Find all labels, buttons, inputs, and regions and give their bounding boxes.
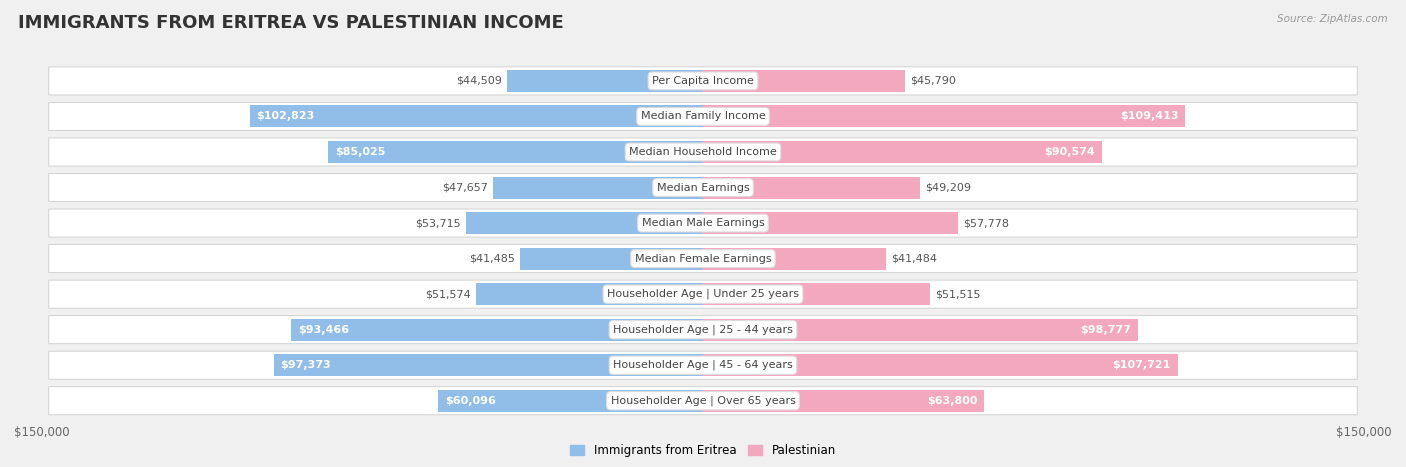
Text: $97,373: $97,373 (281, 360, 332, 370)
Text: Median Family Income: Median Family Income (641, 112, 765, 121)
FancyBboxPatch shape (49, 280, 1357, 308)
FancyBboxPatch shape (49, 174, 1357, 202)
Text: Median Household Income: Median Household Income (628, 147, 778, 157)
Text: $41,485: $41,485 (470, 254, 515, 263)
FancyBboxPatch shape (49, 245, 1357, 273)
Text: Median Male Earnings: Median Male Earnings (641, 218, 765, 228)
Text: $53,715: $53,715 (415, 218, 461, 228)
Text: $90,574: $90,574 (1045, 147, 1095, 157)
FancyBboxPatch shape (49, 316, 1357, 344)
Bar (703, 354, 1178, 376)
Bar (329, 141, 703, 163)
Text: $98,777: $98,777 (1081, 325, 1132, 335)
Bar (703, 141, 1102, 163)
Bar (494, 177, 703, 198)
Text: $60,096: $60,096 (444, 396, 496, 406)
Bar (291, 318, 703, 341)
Text: Householder Age | 25 - 44 years: Householder Age | 25 - 44 years (613, 325, 793, 335)
Text: $93,466: $93,466 (298, 325, 349, 335)
Bar (467, 212, 703, 234)
Text: $51,574: $51,574 (425, 289, 471, 299)
Text: Householder Age | 45 - 64 years: Householder Age | 45 - 64 years (613, 360, 793, 370)
Legend: Immigrants from Eritrea, Palestinian: Immigrants from Eritrea, Palestinian (565, 439, 841, 462)
Text: $107,721: $107,721 (1112, 360, 1171, 370)
Bar (274, 354, 703, 376)
Text: Median Female Earnings: Median Female Earnings (634, 254, 772, 263)
Text: Source: ZipAtlas.com: Source: ZipAtlas.com (1277, 14, 1388, 24)
Text: $102,823: $102,823 (257, 112, 315, 121)
Text: Median Earnings: Median Earnings (657, 183, 749, 192)
FancyBboxPatch shape (49, 351, 1357, 379)
Bar (703, 70, 904, 92)
Text: $41,484: $41,484 (891, 254, 936, 263)
Bar (703, 177, 920, 198)
Text: IMMIGRANTS FROM ERITREA VS PALESTINIAN INCOME: IMMIGRANTS FROM ERITREA VS PALESTINIAN I… (18, 14, 564, 32)
FancyBboxPatch shape (49, 387, 1357, 415)
Text: $51,515: $51,515 (935, 289, 981, 299)
Text: Householder Age | Under 25 years: Householder Age | Under 25 years (607, 289, 799, 299)
Text: $45,790: $45,790 (910, 76, 956, 86)
FancyBboxPatch shape (49, 209, 1357, 237)
Text: Householder Age | Over 65 years: Householder Age | Over 65 years (610, 396, 796, 406)
Text: $47,657: $47,657 (441, 183, 488, 192)
Text: $57,778: $57,778 (963, 218, 1010, 228)
Bar (475, 283, 703, 305)
Bar (703, 248, 886, 269)
Text: $44,509: $44,509 (456, 76, 502, 86)
Bar (520, 248, 703, 269)
Text: $109,413: $109,413 (1121, 112, 1178, 121)
Bar (703, 390, 984, 412)
FancyBboxPatch shape (49, 138, 1357, 166)
Bar (250, 106, 703, 127)
Bar (703, 106, 1185, 127)
Bar (439, 390, 703, 412)
Bar (703, 212, 957, 234)
Bar (508, 70, 703, 92)
FancyBboxPatch shape (49, 102, 1357, 130)
Text: $63,800: $63,800 (927, 396, 977, 406)
FancyBboxPatch shape (49, 67, 1357, 95)
Text: $49,209: $49,209 (925, 183, 972, 192)
Bar (703, 318, 1139, 341)
Text: $85,025: $85,025 (335, 147, 385, 157)
Bar (703, 283, 929, 305)
Text: Per Capita Income: Per Capita Income (652, 76, 754, 86)
